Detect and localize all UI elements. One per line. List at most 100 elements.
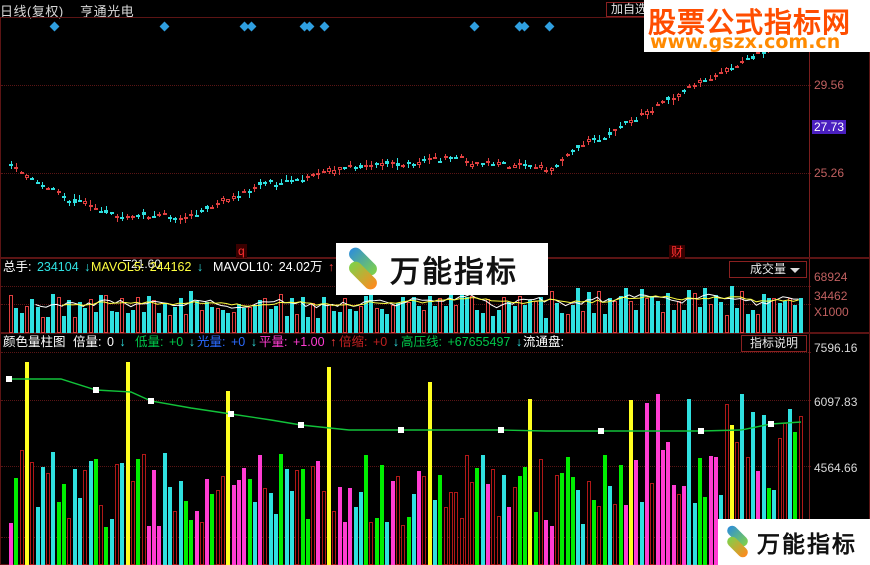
volume-info-item: 总手: 234104 ↓ — [3, 259, 92, 275]
candlestick — [221, 18, 225, 242]
volume-bar — [454, 304, 459, 333]
candle-body — [533, 167, 538, 170]
price-event-flag[interactable]: q — [236, 244, 247, 258]
price-axis: 29.56 27.73 25.26 — [809, 18, 869, 257]
candle-body — [623, 121, 628, 124]
volume-bar — [618, 296, 623, 333]
candlestick — [348, 18, 353, 242]
indicator-bar — [40, 466, 45, 565]
candle-wick — [116, 214, 118, 222]
candle-body — [205, 206, 210, 210]
indicator-bar — [676, 494, 681, 565]
indicator-bar — [67, 517, 72, 565]
indicator-info-arrow: ↓ — [515, 335, 523, 349]
indicator-bar — [703, 496, 708, 565]
indicator-bar — [226, 391, 231, 565]
candlestick — [486, 18, 490, 242]
candle-body — [115, 215, 119, 218]
indicator-bar — [316, 460, 321, 565]
indicator-bar — [104, 526, 109, 565]
candle-wick — [747, 55, 749, 59]
volume-bar — [533, 300, 538, 333]
candle-body — [231, 196, 236, 199]
volume-bar — [88, 298, 93, 333]
candlestick — [24, 18, 29, 242]
candlestick — [226, 18, 231, 242]
candlestick — [655, 18, 660, 242]
indicator-bar — [353, 506, 358, 565]
volume-bar — [634, 309, 639, 333]
price-chart-panel[interactable]: 29.56 27.73 25.26 21.60 — [0, 17, 870, 271]
volume-bar — [406, 302, 411, 333]
add-favorite-button[interactable]: 加自选 — [606, 2, 653, 17]
candlestick — [443, 18, 448, 242]
volume-bar — [146, 296, 151, 333]
volume-bar — [719, 302, 724, 333]
indicator-bar — [491, 468, 496, 565]
indicator-plot-area[interactable] — [1, 352, 811, 565]
volume-bar — [798, 298, 803, 333]
volume-bar — [72, 316, 77, 333]
indicator-bar — [454, 492, 459, 565]
candle-body — [629, 120, 634, 123]
candle-wick — [434, 152, 436, 159]
candlestick — [597, 18, 602, 242]
volume-bar — [645, 298, 649, 333]
volume-bar — [348, 308, 353, 333]
candle-body — [565, 154, 570, 157]
candlestick — [401, 18, 406, 242]
indicator-bar — [231, 485, 236, 565]
candlestick — [523, 18, 528, 242]
indicator-bar — [629, 400, 634, 565]
volume-bar — [83, 308, 88, 333]
candle-wick — [731, 64, 733, 71]
candlestick — [698, 18, 702, 242]
candle-body — [650, 111, 655, 113]
indicator-bar — [19, 450, 24, 565]
candlestick — [141, 18, 146, 242]
indicator-info-item: 平量: +1.00 ↑ — [259, 334, 338, 350]
volume-bar — [93, 312, 98, 333]
candlestick — [602, 18, 607, 242]
candle-body — [35, 181, 40, 184]
volume-bar — [549, 290, 554, 333]
candle-wick — [635, 117, 637, 122]
candlestick — [30, 18, 35, 242]
indicator-bar — [645, 402, 649, 565]
indicator-bar — [592, 500, 596, 565]
candle-body — [258, 182, 263, 185]
indicator-info-label: 光量: — [197, 335, 229, 349]
candle-wick — [572, 149, 574, 155]
candlestick — [289, 18, 294, 242]
candlestick — [268, 18, 273, 242]
candle-body — [19, 172, 24, 175]
indicator-info-label: 低量: — [135, 335, 167, 349]
indicator-chart-panel[interactable]: 颜色量柱图 倍量: 0 ↓ 低量: +0 ↓ 光量: +0 ↓ 平量: +1.00 ↑ 倍… — [0, 333, 870, 565]
candlestick — [512, 18, 517, 242]
candlestick — [713, 18, 718, 242]
candle-body — [597, 139, 602, 142]
chevron-down-icon[interactable] — [790, 268, 800, 273]
candlestick — [613, 18, 618, 242]
volume-bar — [258, 299, 263, 333]
candle-body — [433, 156, 437, 159]
volume-info-arrow: ↓ — [84, 260, 91, 274]
volume-bar — [395, 303, 400, 333]
volume-bar — [215, 308, 220, 333]
price-event-flag[interactable]: 财 — [669, 245, 686, 259]
candlestick — [284, 18, 289, 242]
volume-bar — [528, 299, 533, 333]
volume-bar — [761, 293, 766, 333]
price-plot-area[interactable] — [1, 18, 811, 257]
price-axis-label: 25.26 — [814, 166, 845, 180]
candle-body — [480, 163, 485, 166]
indicator-description-button[interactable]: 指标说明 — [741, 335, 807, 352]
candlestick — [411, 18, 416, 242]
candlestick — [316, 18, 321, 242]
candle-body — [703, 80, 708, 83]
candlestick — [99, 18, 104, 242]
volume-bar — [491, 316, 496, 333]
candlestick — [592, 18, 596, 242]
indicator-selector-volume[interactable]: 成交量 — [729, 261, 807, 278]
candlestick — [422, 18, 427, 242]
